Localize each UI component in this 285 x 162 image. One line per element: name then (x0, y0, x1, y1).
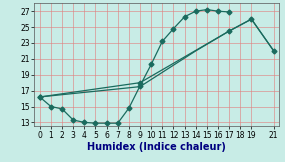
X-axis label: Humidex (Indice chaleur): Humidex (Indice chaleur) (87, 142, 226, 152)
